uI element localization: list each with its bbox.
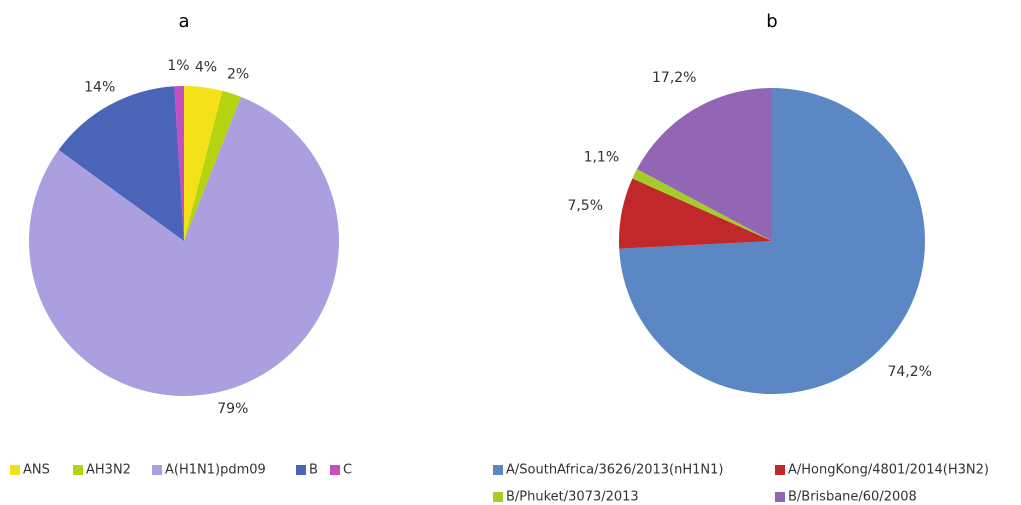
legend-label: ANS bbox=[23, 463, 50, 478]
legend-swatch bbox=[775, 492, 785, 502]
pie-slice bbox=[174, 86, 184, 241]
data-label: 79% bbox=[217, 401, 248, 417]
data-label: 14% bbox=[84, 80, 115, 96]
data-label: 2% bbox=[227, 67, 249, 83]
legend-label: A(H1N1)pdm09 bbox=[165, 463, 266, 478]
chart-title: b bbox=[766, 11, 777, 32]
legend-label: C bbox=[343, 463, 352, 478]
legend-label: AH3N2 bbox=[86, 463, 131, 478]
pie-slice bbox=[632, 168, 772, 241]
chart-title: a bbox=[178, 11, 189, 32]
data-label: 1% bbox=[167, 58, 189, 74]
data-label: 17,2% bbox=[652, 70, 696, 86]
data-label: 7,5% bbox=[567, 198, 603, 214]
legend-swatch bbox=[775, 465, 785, 475]
legend-label: B bbox=[309, 463, 318, 478]
pie-slice bbox=[637, 87, 772, 241]
legend-swatch bbox=[330, 465, 340, 475]
legend-label: A/HongKong/4801/2014(H3N2) bbox=[788, 463, 989, 478]
pie-slice bbox=[184, 90, 242, 241]
legend-swatch bbox=[493, 465, 503, 475]
legend-swatch bbox=[296, 465, 306, 475]
legend-label: B/Brisbane/60/2008 bbox=[788, 490, 917, 505]
pie-slice bbox=[184, 86, 223, 241]
legend-label: A/SouthAfrica/3626/2013(nH1N1) bbox=[506, 463, 723, 478]
legend-swatch bbox=[493, 492, 503, 502]
legend-label: B/Phuket/3073/2013 bbox=[506, 490, 639, 505]
legend-swatch bbox=[73, 465, 83, 475]
data-label: 1,1% bbox=[584, 149, 620, 165]
legend-swatch bbox=[10, 465, 20, 475]
data-label: 74,2% bbox=[887, 364, 931, 380]
pie-slice bbox=[58, 86, 184, 242]
pie-slice bbox=[28, 96, 340, 396]
data-label: 4% bbox=[195, 59, 217, 75]
pie-slice bbox=[619, 88, 925, 394]
legend-swatch bbox=[152, 465, 162, 475]
pie-slice bbox=[619, 178, 772, 249]
